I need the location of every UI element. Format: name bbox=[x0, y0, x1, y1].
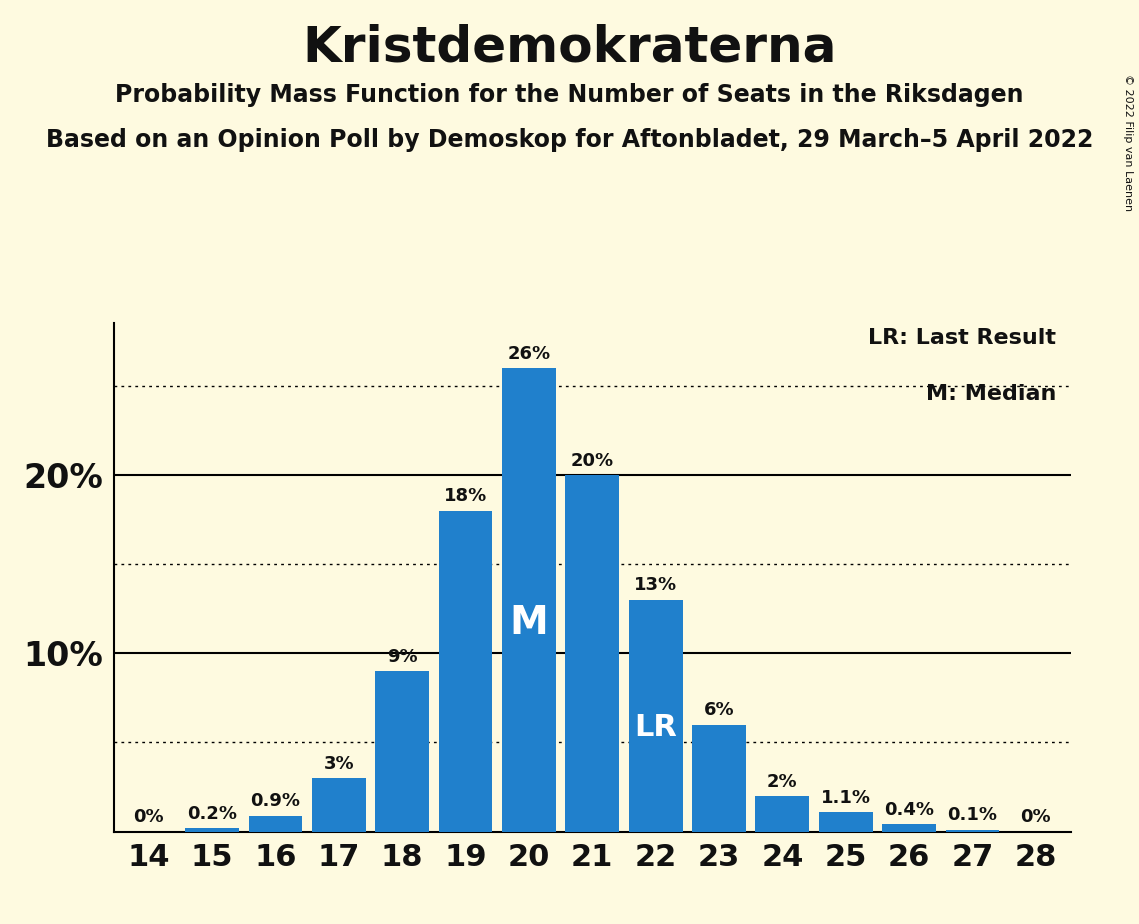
Text: 0%: 0% bbox=[133, 808, 164, 826]
Bar bbox=[629, 600, 682, 832]
Bar bbox=[693, 724, 746, 832]
Bar bbox=[439, 511, 492, 832]
Text: 1.1%: 1.1% bbox=[821, 789, 870, 807]
Bar bbox=[883, 824, 936, 832]
Text: 26%: 26% bbox=[507, 345, 550, 362]
Text: Based on an Opinion Poll by Demoskop for Aftonbladet, 29 March–5 April 2022: Based on an Opinion Poll by Demoskop for… bbox=[46, 128, 1093, 152]
Text: 2%: 2% bbox=[767, 772, 797, 791]
Text: 20%: 20% bbox=[571, 452, 614, 469]
Text: M: Median: M: Median bbox=[926, 384, 1056, 405]
Text: 3%: 3% bbox=[323, 755, 354, 772]
Bar bbox=[755, 796, 810, 832]
Bar bbox=[945, 830, 999, 832]
Text: M: M bbox=[509, 604, 548, 642]
Text: 0.9%: 0.9% bbox=[251, 792, 301, 810]
Bar bbox=[502, 368, 556, 832]
Text: Probability Mass Function for the Number of Seats in the Riksdagen: Probability Mass Function for the Number… bbox=[115, 83, 1024, 107]
Bar bbox=[565, 475, 620, 832]
Bar bbox=[819, 812, 872, 832]
Bar bbox=[312, 778, 366, 832]
Bar bbox=[375, 671, 429, 832]
Bar bbox=[186, 828, 239, 832]
Text: 18%: 18% bbox=[444, 487, 487, 505]
Bar bbox=[248, 816, 302, 832]
Text: Kristdemokraterna: Kristdemokraterna bbox=[302, 23, 837, 71]
Text: 9%: 9% bbox=[387, 648, 418, 666]
Text: 13%: 13% bbox=[634, 577, 678, 594]
Text: LR: LR bbox=[634, 712, 677, 742]
Text: 0.2%: 0.2% bbox=[187, 805, 237, 822]
Text: © 2022 Filip van Laenen: © 2022 Filip van Laenen bbox=[1123, 74, 1133, 211]
Text: 0%: 0% bbox=[1021, 808, 1051, 826]
Text: LR: Last Result: LR: Last Result bbox=[868, 328, 1056, 348]
Text: 0.4%: 0.4% bbox=[884, 801, 934, 819]
Text: 6%: 6% bbox=[704, 701, 735, 719]
Text: 0.1%: 0.1% bbox=[948, 807, 998, 824]
